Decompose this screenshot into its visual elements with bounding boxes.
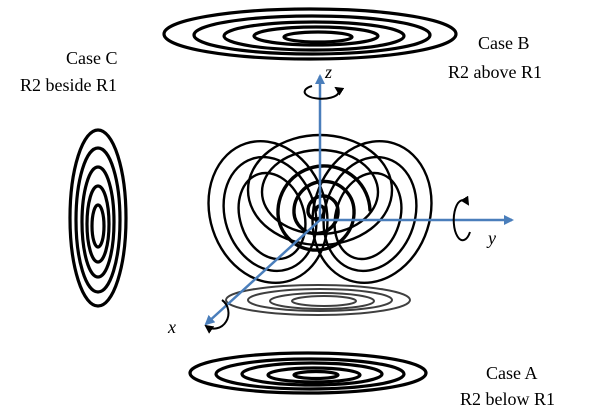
center-spiral <box>276 164 372 252</box>
case-a-title: Case A <box>486 363 538 383</box>
shadow-coil <box>225 284 411 316</box>
x-rotation-icon <box>204 299 230 334</box>
axis-label-y: y <box>486 228 496 248</box>
case-b-title: Case B <box>478 33 530 53</box>
axes <box>204 74 514 326</box>
case-c-subtitle: R2 beside R1 <box>20 75 117 95</box>
x-axis <box>204 219 321 326</box>
case-a-coil <box>188 351 428 395</box>
case-c-title: Case C <box>66 48 118 68</box>
case-b-coil <box>162 7 458 61</box>
axis-label-x: x <box>167 317 176 337</box>
y-rotation-icon <box>452 195 471 242</box>
case-c-coil <box>68 128 128 308</box>
z-rotation-icon <box>303 85 345 100</box>
case-a-subtitle: R2 below R1 <box>460 389 555 409</box>
axis-label-z: z <box>324 62 332 82</box>
case-b-subtitle: R2 above R1 <box>448 62 542 82</box>
